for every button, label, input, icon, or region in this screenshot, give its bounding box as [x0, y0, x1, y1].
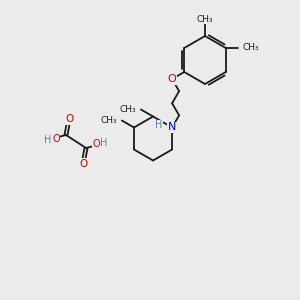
- Text: CH₃: CH₃: [243, 44, 260, 52]
- Text: H: H: [44, 135, 52, 145]
- Text: CH₃: CH₃: [100, 116, 117, 125]
- Text: O: O: [92, 139, 100, 149]
- Text: CH₃: CH₃: [119, 105, 136, 114]
- Text: O: O: [52, 134, 60, 144]
- Text: CH₃: CH₃: [197, 14, 213, 23]
- Text: O: O: [79, 159, 87, 169]
- Text: H: H: [155, 121, 163, 130]
- Text: O: O: [168, 74, 176, 84]
- Text: N: N: [168, 122, 176, 133]
- Text: O: O: [65, 114, 73, 124]
- Text: H: H: [100, 138, 108, 148]
